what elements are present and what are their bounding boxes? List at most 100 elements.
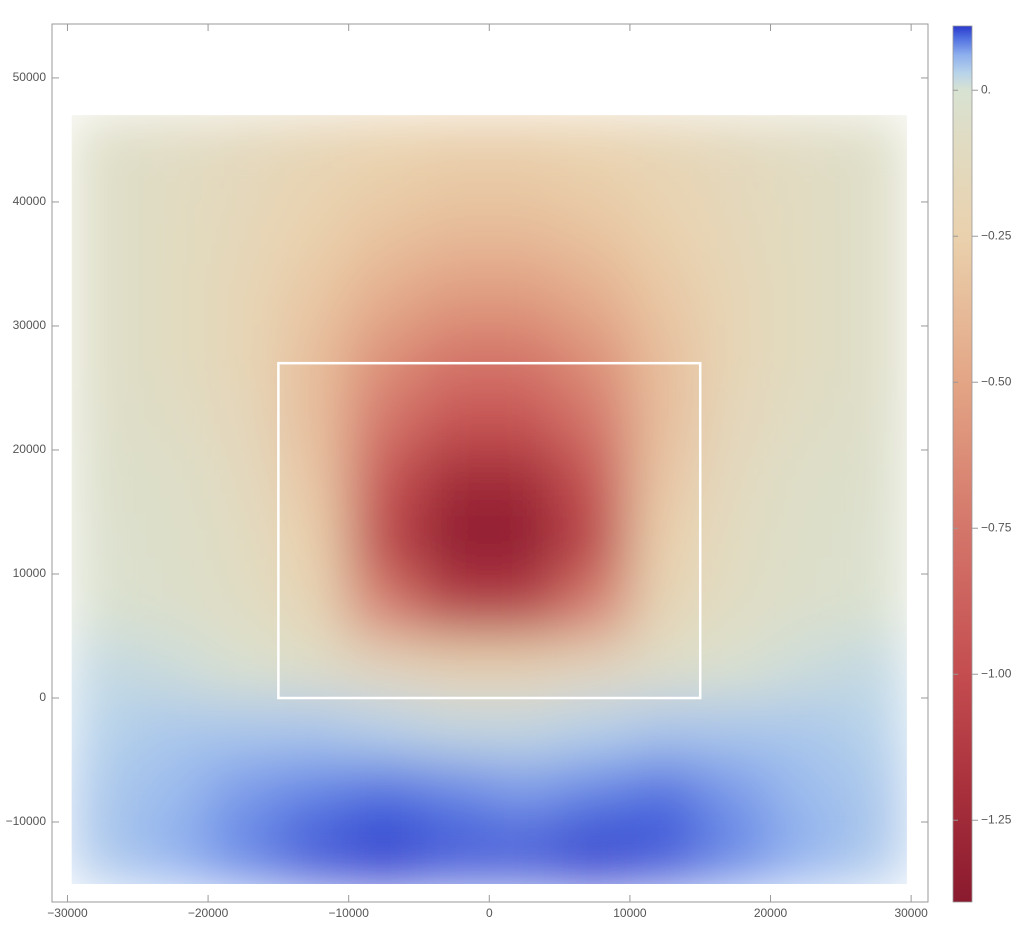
- cell: [137, 325, 209, 389]
- cell: [559, 325, 631, 389]
- cell: [71, 573, 139, 637]
- cell: [770, 511, 842, 575]
- cell: [770, 821, 842, 885]
- cell: [559, 697, 631, 761]
- cell: [629, 263, 701, 327]
- cell: [348, 387, 420, 451]
- cell: [277, 697, 350, 761]
- cell: [71, 139, 139, 203]
- y-tick-label: 40000: [13, 194, 47, 208]
- x-tick-label: 30000: [894, 906, 928, 920]
- cell: [277, 449, 350, 513]
- cell: [488, 449, 561, 513]
- cell: [207, 511, 279, 575]
- cell: [348, 263, 420, 327]
- cell: [71, 325, 139, 389]
- cell: [840, 635, 907, 699]
- cell: [629, 139, 701, 203]
- cell: [770, 139, 842, 203]
- region-box: [277, 361, 702, 700]
- colorbar-tick-label: −0.50: [981, 374, 1012, 388]
- cell: [277, 201, 350, 265]
- cell: [629, 201, 701, 265]
- cell: [559, 449, 631, 513]
- cell: [629, 573, 701, 637]
- cell: [71, 115, 139, 141]
- cell: [418, 449, 490, 513]
- colorbar-tick-label: −1.25: [981, 812, 1012, 826]
- cell: [277, 821, 350, 885]
- cell: [770, 325, 842, 389]
- cell: [770, 759, 842, 823]
- cell: [207, 139, 279, 203]
- cell: [277, 325, 350, 389]
- cell: [629, 115, 701, 141]
- cell: [418, 115, 490, 141]
- cell: [488, 573, 561, 637]
- cell: [137, 115, 209, 141]
- cell: [348, 449, 420, 513]
- colorbar-tick-label: 0.: [981, 82, 991, 96]
- cell: [629, 697, 701, 761]
- cell: [488, 115, 561, 141]
- cell: [559, 139, 631, 203]
- x-tick-label: −10000: [328, 906, 369, 920]
- cell: [559, 511, 631, 575]
- cell: [840, 325, 907, 389]
- cell: [71, 697, 139, 761]
- colorbar: [952, 25, 973, 903]
- cell: [418, 573, 490, 637]
- cell: [71, 635, 139, 699]
- cell: [629, 635, 701, 699]
- cell: [207, 573, 279, 637]
- cell: [277, 511, 350, 575]
- y-tick-label: 20000: [13, 442, 47, 456]
- cell: [277, 263, 350, 327]
- x-tick-label: 20000: [754, 906, 788, 920]
- cell: [559, 573, 631, 637]
- cell: [699, 697, 772, 761]
- cell: [488, 821, 561, 885]
- cell: [207, 325, 279, 389]
- cell: [207, 449, 279, 513]
- cell: [418, 697, 490, 761]
- cell: [277, 115, 350, 141]
- cell: [840, 263, 907, 327]
- cell: [207, 821, 279, 885]
- cell: [699, 115, 772, 141]
- cell: [348, 821, 420, 885]
- cell: [629, 821, 701, 885]
- cell: [207, 201, 279, 265]
- cell: [418, 821, 490, 885]
- cell: [770, 115, 842, 141]
- cell: [699, 635, 772, 699]
- cell: [137, 139, 209, 203]
- cell: [71, 511, 139, 575]
- cell: [418, 759, 490, 823]
- cell: [770, 635, 842, 699]
- cell: [277, 635, 350, 699]
- cell: [71, 263, 139, 327]
- colorbar-tick-label: −0.75: [981, 520, 1012, 534]
- x-tick-label: −30000: [47, 906, 88, 920]
- cell: [840, 573, 907, 637]
- cell: [770, 263, 842, 327]
- x-tick-label: −20000: [188, 906, 229, 920]
- colorbar-tick-label: −0.25: [981, 228, 1012, 242]
- cell: [699, 263, 772, 327]
- cell: [418, 263, 490, 327]
- cell: [348, 759, 420, 823]
- cell: [559, 821, 631, 885]
- cell: [137, 511, 209, 575]
- cell: [629, 759, 701, 823]
- cell: [348, 139, 420, 203]
- cell: [488, 697, 561, 761]
- cell: [629, 387, 701, 451]
- cell: [488, 139, 561, 203]
- x-tick-label: 10000: [613, 906, 647, 920]
- cell: [840, 115, 907, 141]
- cell: [277, 387, 350, 451]
- cell: [137, 573, 209, 637]
- cell: [488, 635, 561, 699]
- cell: [207, 635, 279, 699]
